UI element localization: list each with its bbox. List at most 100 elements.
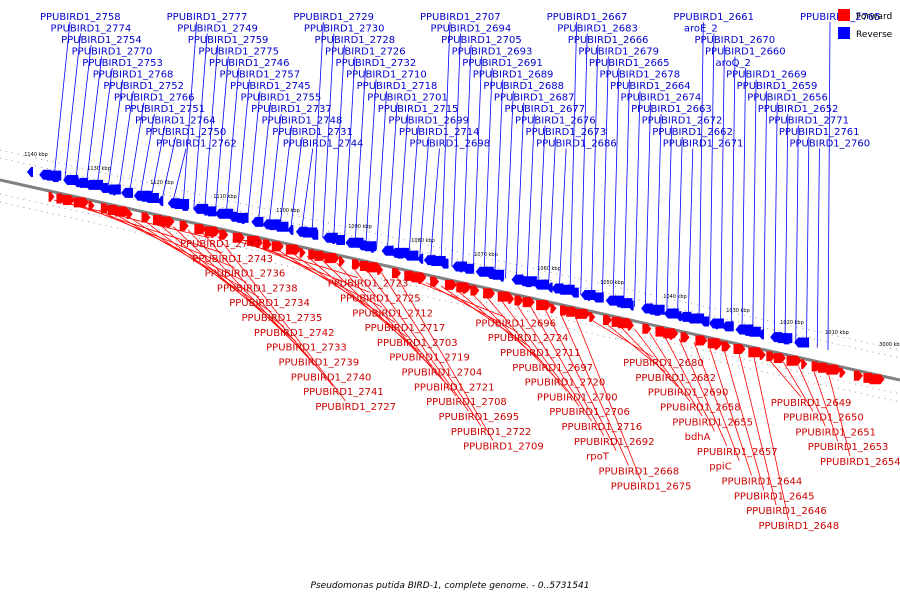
leader-line bbox=[277, 249, 395, 323]
leader-line bbox=[500, 298, 580, 407]
forward-gene-arrow bbox=[256, 238, 263, 249]
reverse-gene-arrow bbox=[121, 187, 134, 198]
kbp-tick-label: 1040 kbp bbox=[663, 294, 687, 300]
forward-gene-arrow bbox=[536, 300, 552, 311]
leader-line bbox=[795, 125, 799, 343]
forward-gene-label: PPUBIRD1_2700 bbox=[537, 392, 618, 403]
forward-gene-label: PPUBIRD1_2675 bbox=[611, 481, 692, 492]
reverse-gene-label: PPUBIRD1_2666 bbox=[568, 35, 649, 46]
leader-line bbox=[741, 67, 746, 331]
leader-line bbox=[494, 79, 504, 276]
forward-gene-arrow bbox=[271, 241, 284, 252]
forward-gene-arrow bbox=[721, 341, 731, 352]
forward-gene-arrow bbox=[73, 197, 89, 208]
reverse-gene-label: PPUBIRD1_2766 bbox=[114, 93, 195, 104]
reverse-gene-label: PPUBIRD1_2683 bbox=[557, 24, 638, 35]
leader-line bbox=[291, 252, 408, 338]
reverse-gene-arrow bbox=[287, 224, 294, 235]
forward-gene-label: PPUBIRD1_2668 bbox=[598, 466, 679, 477]
reverse-gene-label: PPUBIRD1_2670 bbox=[694, 35, 775, 46]
forward-gene-arrow bbox=[733, 344, 746, 355]
forward-gene-arrow bbox=[299, 247, 306, 258]
dotted-track bbox=[0, 149, 900, 351]
forward-gene-arrow bbox=[514, 295, 524, 306]
leader-line bbox=[723, 348, 765, 491]
reverse-gene-label: PPUBIRD1_2689 bbox=[473, 70, 554, 81]
kbp-tick-label: 1100 kbp bbox=[276, 208, 300, 214]
leader-line bbox=[397, 113, 409, 255]
reverse-gene-label: PPUBIRD1_2677 bbox=[504, 104, 585, 115]
reverse-gene-label: PPUBIRD1_2694 bbox=[431, 24, 512, 35]
leader-line bbox=[558, 148, 567, 291]
leader-line bbox=[708, 345, 752, 476]
leader-line bbox=[580, 33, 588, 296]
forward-gene-label: PPUBIRD1_2747 bbox=[180, 239, 261, 250]
forward-gene-label: PPUBIRD1_2654 bbox=[820, 457, 900, 468]
leader-line bbox=[157, 222, 297, 342]
leader-line bbox=[193, 33, 208, 210]
forward-gene-arrow bbox=[627, 320, 634, 331]
leader-line bbox=[202, 232, 334, 387]
leader-line bbox=[128, 102, 145, 195]
reverse-gene-label: PPUBIRD1_2777 bbox=[167, 12, 248, 23]
leader-line bbox=[386, 102, 398, 253]
reverse-gene-arrow bbox=[200, 205, 207, 216]
leader-line bbox=[649, 332, 703, 417]
reverse-gene-label: PPUBIRD1_2686 bbox=[536, 139, 617, 150]
leader-line bbox=[505, 90, 514, 279]
forward-gene-arrow bbox=[550, 303, 557, 314]
reverse-gene-label: PPUBIRD1_2659 bbox=[737, 81, 818, 92]
forward-gene-arrow bbox=[88, 200, 95, 211]
leader-line bbox=[118, 90, 134, 193]
forward-gene-label: PPUBIRD1_2703 bbox=[377, 338, 458, 349]
forward-gene-arrow bbox=[166, 218, 173, 229]
leader-line bbox=[75, 44, 92, 183]
legend-forward-swatch bbox=[838, 9, 850, 21]
reverse-gene-arrow bbox=[109, 185, 116, 196]
leader-line bbox=[214, 56, 229, 214]
reverse-gene-arrow bbox=[394, 248, 404, 259]
forward-gene-label: PPUBIRD1_2720 bbox=[525, 378, 606, 389]
legend-forward-label: Forward bbox=[856, 12, 892, 22]
reverse-gene-label: PPUBIRD1_2731 bbox=[272, 127, 353, 138]
kbp-tick-label: 3000 kbp bbox=[879, 342, 900, 348]
forward-gene-label: PPUBIRD1_2721 bbox=[414, 382, 495, 393]
leader-line bbox=[381, 272, 482, 426]
leader-line bbox=[634, 328, 691, 402]
reverse-gene-label: PPUBIRD1_2757 bbox=[219, 70, 300, 81]
leader-line bbox=[720, 44, 725, 327]
forward-gene-arrow bbox=[801, 359, 808, 370]
forward-gene-arrow bbox=[48, 191, 55, 202]
forward-gene-arrow bbox=[839, 367, 846, 378]
leader-line bbox=[812, 368, 839, 442]
forward-gene-label: PPUBIRD1_2738 bbox=[217, 283, 298, 294]
reverse-gene-label: PPUBIRD1_2715 bbox=[378, 104, 459, 115]
reverse-gene-label: PPUBIRD1_2726 bbox=[325, 47, 406, 58]
forward-gene-label: PPUBIRD1_2646 bbox=[746, 506, 827, 517]
reverse-gene-arrow bbox=[651, 305, 661, 316]
reverse-gene-arrow bbox=[417, 253, 424, 264]
reverse-gene-arrow bbox=[204, 206, 217, 217]
forward-gene-label: PPUBIRD1_2709 bbox=[463, 442, 544, 453]
leader-line bbox=[548, 136, 556, 288]
leader-line bbox=[225, 67, 240, 217]
leader-line bbox=[666, 125, 673, 315]
reverse-gene-label: PPUBIRD1_2671 bbox=[663, 139, 744, 150]
reverse-gene-label: PPUBIRD1_2676 bbox=[515, 116, 596, 127]
forward-gene-label: PPUBIRD1_2711 bbox=[500, 348, 581, 359]
leader-line bbox=[601, 56, 609, 300]
leader-line bbox=[257, 102, 271, 224]
leader-line bbox=[827, 371, 851, 457]
forward-gene-label: PPUBIRD1_2650 bbox=[783, 413, 864, 424]
leader-line bbox=[311, 21, 324, 236]
reverse-gene-label: PPUBIRD1_2664 bbox=[610, 81, 691, 92]
forward-gene-arrow bbox=[575, 308, 591, 319]
forward-gene-arrow bbox=[759, 349, 766, 360]
forward-gene-arrow bbox=[566, 306, 579, 317]
reverse-gene-arrow bbox=[72, 177, 79, 188]
reverse-gene-arrow bbox=[143, 192, 159, 203]
forward-gene-label: PPUBIRD1_2657 bbox=[697, 447, 778, 458]
leader-line bbox=[336, 262, 445, 382]
leader-line bbox=[172, 226, 309, 357]
forward-gene-label: PPUBIRD1_2649 bbox=[771, 398, 852, 409]
